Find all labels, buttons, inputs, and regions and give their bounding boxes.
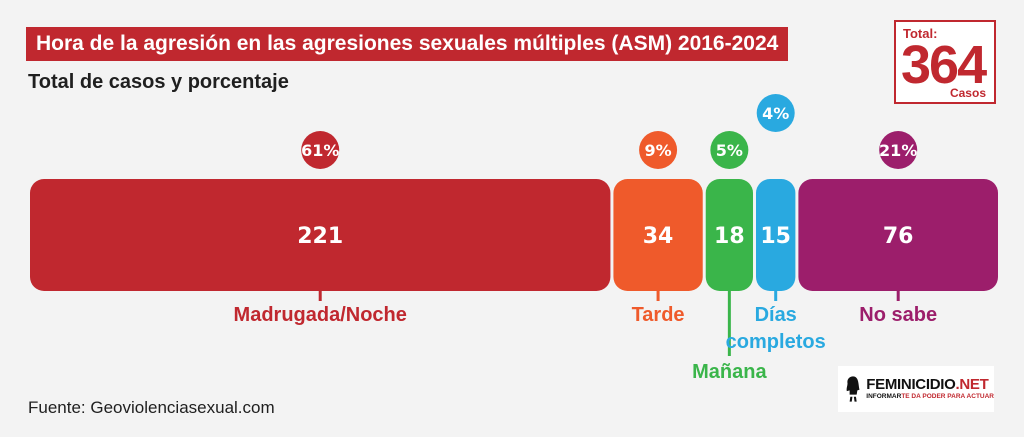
logo-tagline-main: INFORMAR [866,393,902,401]
bar-segment [613,179,703,291]
chart-subtitle: Total de casos y porcentaje [28,71,289,93]
percent-label: 9% [644,141,671,160]
percent-label: 61% [301,141,339,160]
bar-segment [756,179,796,291]
woman-silhouette-icon [846,376,860,402]
category-label: completos [726,331,826,353]
category-label: Mañana [692,361,767,383]
logo-name-suffix: .NET [955,376,989,394]
category-label: No sabe [859,304,937,326]
percent-badge [756,94,795,132]
logo-tagline-rest: TE DA PODER PARA ACTUAR [901,393,994,401]
chart-title-text: Hora de la agresión en las agresiones se… [36,32,779,55]
percent-badge [639,131,678,169]
percent-label: 21% [879,141,917,160]
bar-segment [705,179,753,291]
logo-tagline: INFORMARTE DA PODER PARA ACTUAR [866,394,994,401]
feminicidio-logo: FEMINICIDIO.NET INFORMARTE DA PODER PARA… [838,366,994,412]
category-label: Días [755,304,797,326]
total-value: 364 [901,35,987,95]
percent-badge [710,131,749,169]
percent-label: 4% [762,104,789,123]
total-cases-box: Total: 364 Casos [894,20,996,104]
bar-value-label: 18 [714,224,745,249]
bar-segment [798,179,998,291]
bar-value-label: 15 [760,224,791,249]
logo-name-main: FEMINICIDIO [866,376,956,394]
category-label: Tarde [632,304,685,326]
chart-title: Hora de la agresión en las agresiones se… [26,27,789,61]
percent-label: 5% [716,141,743,160]
bar-value-label: 76 [883,224,914,249]
bar-value-label: 34 [643,224,674,249]
logo-name: FEMINICIDIO.NET [866,377,994,392]
total-label: Total: [903,26,938,41]
percent-badge [301,131,340,169]
bar-value-label: 221 [297,224,343,249]
total-unit: Casos [949,86,986,100]
source-note: Fuente: Geoviolenciasexual.com [28,398,275,417]
bar-segment [30,179,611,291]
percent-badge [879,131,918,169]
category-label: Madrugada/Noche [234,304,407,326]
